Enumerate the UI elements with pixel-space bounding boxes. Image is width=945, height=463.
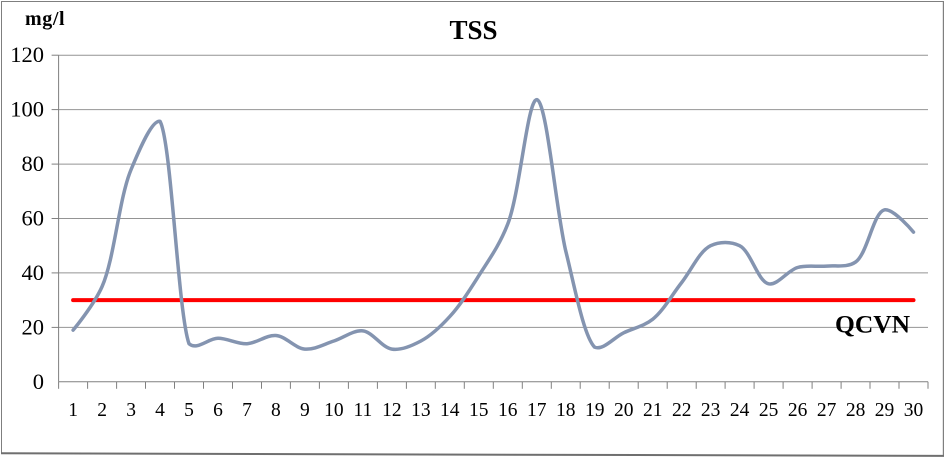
- svg-text:23: 23: [701, 400, 721, 421]
- svg-text:mg/l: mg/l: [25, 8, 65, 30]
- svg-text:12: 12: [382, 400, 402, 421]
- svg-text:11: 11: [354, 400, 373, 421]
- svg-text:40: 40: [22, 260, 45, 285]
- svg-text:25: 25: [759, 400, 779, 421]
- svg-text:26: 26: [788, 400, 808, 421]
- svg-text:TSS: TSS: [449, 15, 497, 45]
- svg-text:14: 14: [440, 400, 460, 421]
- svg-text:3: 3: [126, 400, 136, 421]
- svg-text:18: 18: [556, 400, 576, 421]
- svg-text:60: 60: [22, 206, 45, 231]
- svg-text:15: 15: [469, 400, 489, 421]
- svg-text:6: 6: [213, 400, 223, 421]
- svg-text:29: 29: [875, 400, 895, 421]
- svg-text:21: 21: [643, 400, 663, 421]
- svg-text:120: 120: [10, 42, 44, 67]
- svg-text:13: 13: [411, 400, 431, 421]
- svg-text:27: 27: [817, 400, 837, 421]
- svg-text:QCVN: QCVN: [835, 310, 911, 339]
- svg-text:16: 16: [498, 400, 518, 421]
- svg-text:100: 100: [10, 97, 44, 122]
- svg-text:8: 8: [271, 400, 281, 421]
- svg-text:2: 2: [97, 400, 107, 421]
- svg-text:10: 10: [324, 400, 344, 421]
- svg-text:20: 20: [614, 400, 634, 421]
- svg-text:0: 0: [33, 369, 44, 394]
- svg-text:7: 7: [242, 400, 252, 421]
- svg-text:4: 4: [155, 400, 165, 421]
- svg-text:1: 1: [68, 400, 78, 421]
- svg-text:28: 28: [846, 400, 866, 421]
- svg-text:22: 22: [672, 400, 692, 421]
- svg-text:17: 17: [527, 400, 547, 421]
- svg-text:9: 9: [300, 400, 310, 421]
- svg-text:24: 24: [730, 400, 750, 421]
- svg-text:30: 30: [904, 400, 924, 421]
- svg-text:20: 20: [22, 314, 45, 339]
- svg-text:19: 19: [585, 400, 605, 421]
- svg-text:80: 80: [22, 151, 45, 176]
- svg-text:5: 5: [184, 400, 194, 421]
